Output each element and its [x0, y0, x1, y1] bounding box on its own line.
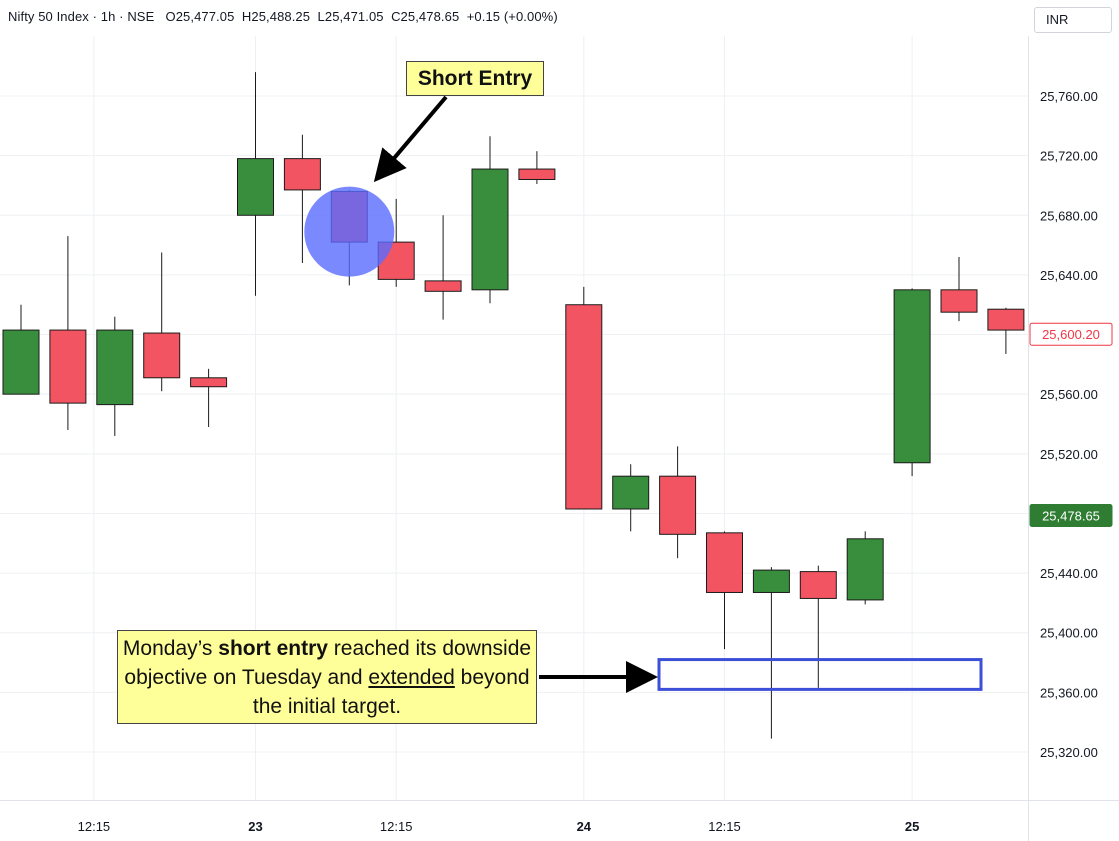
price-label-text: 25,600.20 — [1042, 327, 1100, 342]
candle[interactable] — [940, 257, 978, 322]
candle-body — [471, 168, 509, 291]
candle-body — [2, 329, 40, 395]
symbol-name[interactable]: Nifty 50 Index — [8, 9, 89, 24]
candle-body — [190, 377, 228, 388]
currency-selector[interactable]: INR — [1034, 7, 1112, 33]
annotation-arrows — [373, 95, 658, 693]
price-axis[interactable]: 25,320.00 25,360.00 25,400.00 25,440.00 25,4… — [1029, 89, 1113, 760]
y-tick-label: 25,400.00 — [1040, 626, 1098, 641]
candle[interactable] — [49, 236, 87, 430]
price-label-text: 25,478.65 — [1042, 508, 1100, 523]
candle-body — [706, 532, 743, 593]
price-label-box — [1029, 322, 1113, 346]
candle-body — [940, 289, 978, 313]
target-zone-box — [657, 658, 983, 691]
short-entry-arrow — [373, 95, 448, 183]
short-entry-callout: Short Entry — [406, 61, 544, 96]
candle[interactable] — [190, 368, 228, 427]
candle-body — [237, 158, 274, 216]
separator-2: · — [119, 9, 124, 24]
candle[interactable] — [518, 151, 556, 184]
entry-highlight-circle — [304, 186, 395, 277]
y-tick-label: 25,320.00 — [1040, 745, 1098, 760]
last-price-label: 25,478.65 — [1029, 503, 1113, 527]
candle-body — [518, 168, 556, 180]
candle[interactable] — [283, 134, 321, 263]
y-tick-label: 25,520.00 — [1040, 447, 1098, 462]
ohlc-high: H25,488.25 — [241, 9, 311, 24]
candle-body — [96, 329, 134, 406]
highlights — [304, 186, 983, 691]
x-tick-label: 12:15 — [78, 819, 111, 834]
y-tick-label: 25,360.00 — [1040, 685, 1098, 700]
ohlc-close: C25,478.65 — [391, 9, 460, 24]
candle-body — [893, 289, 931, 464]
y-tick-label: 25,560.00 — [1040, 387, 1098, 402]
price-line-label: 25,600.20 — [1029, 322, 1113, 346]
objective-text-2: reached its downside objective on Tuesda… — [124, 637, 532, 689]
ohlc-open: O25,477.05 — [165, 9, 235, 24]
x-tick-label: 12:15 — [380, 819, 413, 834]
time-axis[interactable]: 12:15 23 12:15 24 12:15 25 — [78, 819, 920, 834]
exchange-label: NSE — [127, 9, 155, 24]
candle[interactable] — [987, 307, 1025, 354]
price-change: +0.15 (+0.00%) — [466, 9, 558, 24]
candle-body — [283, 158, 321, 191]
objective-callout: Monday’s short entry reached its downsid… — [117, 630, 537, 724]
objective-text-3: beyond the initial target. — [252, 666, 530, 718]
candle[interactable] — [2, 304, 40, 395]
y-tick-label: 25,680.00 — [1040, 208, 1098, 223]
candle[interactable] — [893, 288, 931, 477]
x-tick-label: 24 — [577, 819, 592, 834]
candle-body — [49, 329, 87, 404]
candle-body — [143, 332, 181, 379]
x-tick-label: 12:15 — [708, 819, 741, 834]
candle-body — [799, 571, 837, 599]
candle-body — [565, 304, 603, 510]
candle-body — [612, 475, 650, 510]
candle[interactable] — [143, 252, 181, 392]
candle-body — [987, 308, 1025, 331]
separator-1: · — [92, 9, 98, 24]
candle[interactable] — [471, 136, 509, 304]
candle[interactable] — [846, 531, 884, 605]
candle[interactable] — [752, 567, 790, 739]
objective-text-underlined: extended — [368, 666, 455, 689]
currency-label: INR — [1046, 12, 1069, 27]
candle-body — [659, 475, 697, 535]
x-tick-label: 25 — [905, 819, 919, 834]
candles — [2, 72, 1025, 739]
ohlc-low: L25,471.05 — [317, 9, 384, 24]
candle[interactable] — [237, 72, 274, 296]
candle[interactable] — [96, 316, 134, 436]
candle-body — [752, 569, 790, 593]
x-tick-label: 23 — [248, 819, 262, 834]
candle[interactable] — [659, 446, 697, 559]
objective-text-1: Monday’s — [122, 637, 219, 660]
interval-label[interactable]: 1h — [100, 9, 116, 24]
y-tick-label: 25,440.00 — [1040, 566, 1098, 581]
candle[interactable] — [612, 464, 650, 532]
short-entry-text: Short Entry — [417, 67, 533, 90]
candle[interactable] — [424, 215, 462, 320]
y-tick-label: 25,720.00 — [1040, 149, 1098, 164]
candle-body — [846, 538, 884, 601]
symbol-header: Nifty 50 Index · 1h · NSE O25,477.05 H25… — [8, 9, 558, 24]
price-label-box — [1029, 503, 1113, 527]
candle[interactable] — [565, 286, 603, 510]
y-tick-label: 25,640.00 — [1040, 268, 1098, 283]
objective-text-bold: short entry — [218, 637, 328, 660]
candle[interactable] — [706, 531, 743, 650]
candle[interactable] — [799, 565, 837, 688]
candle-body — [424, 280, 462, 292]
y-tick-label: 25,760.00 — [1040, 89, 1098, 104]
